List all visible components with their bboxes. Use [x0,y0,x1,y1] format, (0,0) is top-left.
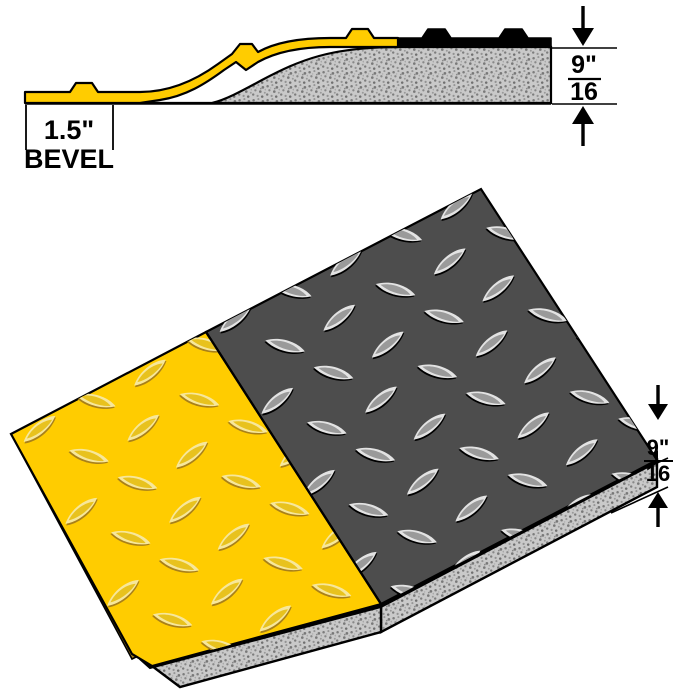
bevel-dimension-caption: BEVEL [24,144,114,174]
thickness-down-arrow-icon [572,6,594,46]
mat-thickness-down-arrow-icon [648,385,668,420]
cross-section-yellow-layer [23,27,400,105]
mat-thickness-callout: 9" 16 [610,385,673,527]
bevel-dimension-callout: 1.5" BEVEL [24,105,114,174]
cross-section-thickness-callout: 9" 16 [552,6,617,146]
mat-thickness-up-arrow-icon [648,492,668,527]
isometric-mat-view: 9" 16 [9,187,673,689]
mat-thickness-upper-leader [610,457,669,485]
mat-thickness-lower-leader [610,486,669,514]
mat-thickness-denominator: 16 [646,461,670,486]
thickness-numerator: 9" [571,51,597,79]
cross-section-view: 1.5" BEVEL 9" 16 [23,6,617,174]
thickness-denominator: 16 [570,78,598,106]
mat-color-boundary-line [205,331,382,605]
bevel-dimension-value: 1.5" [44,115,94,145]
mat-thickness-numerator: 9" [647,435,670,460]
thickness-up-arrow-icon [572,106,594,146]
cross-section-black-layer [397,28,552,48]
